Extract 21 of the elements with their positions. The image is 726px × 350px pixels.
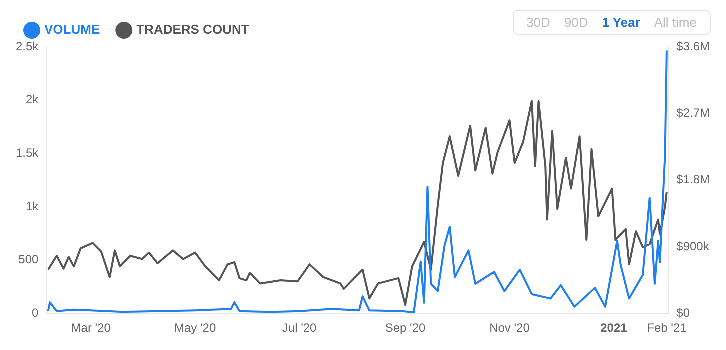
- x-tick-label: Sep '20: [385, 321, 426, 336]
- y2-tick-label: $1.8M: [676, 172, 710, 187]
- y2-tick-label: $900k: [676, 239, 710, 254]
- x-tick-label: 2021: [600, 321, 628, 336]
- y-tick-label: 1.5k: [16, 146, 40, 160]
- x-tick-label: Feb '21: [647, 321, 688, 336]
- x-tick-label: Jul '20: [282, 321, 318, 336]
- y-tick-label: 2.5k: [16, 39, 40, 54]
- y-tick-label: 1k: [26, 199, 40, 214]
- x-tick-label: Mar '20: [71, 321, 112, 336]
- y2-tick-label: $0: [676, 306, 690, 320]
- y-tick-label: 0: [32, 306, 39, 320]
- legend-label: TRADERS COUNT: [136, 22, 250, 38]
- x-tick-label: Nov '20: [490, 321, 530, 336]
- y2-tick-label: $2.7M: [676, 106, 710, 120]
- y-tick-label: 2k: [26, 92, 40, 107]
- legend-label: VOLUME: [44, 22, 100, 38]
- y2-tick-label: $3.6M: [676, 39, 710, 54]
- y-tick-label: 500: [18, 252, 39, 267]
- time-range-selector: 30D 90D 1 Year All time: [512, 10, 711, 35]
- x-tick-label: May '20: [174, 321, 216, 336]
